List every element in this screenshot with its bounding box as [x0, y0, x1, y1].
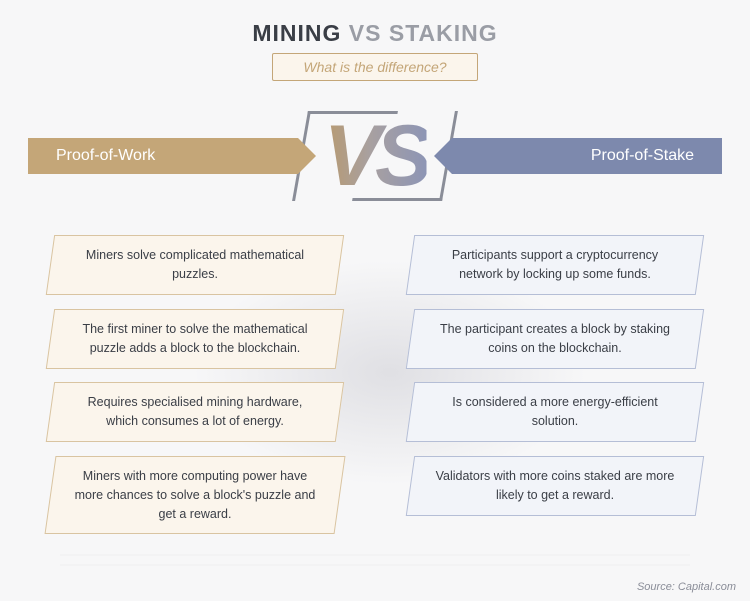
- comparison-card: The participant creates a block by staki…: [406, 309, 704, 369]
- card-text: Is considered a more energy-efficient so…: [431, 393, 679, 431]
- columns: Miners solve complicated mathematical pu…: [0, 235, 750, 571]
- vs-block: Proof-of-Work VS Proof-of-Stake: [0, 91, 750, 221]
- main-title: MINING VS STAKING: [0, 20, 750, 47]
- comparison-card: Miners with more computing power have mo…: [45, 456, 346, 534]
- pos-column: Participants support a cryptocurrency ne…: [410, 235, 700, 571]
- comparison-card: Validators with more coins staked are mo…: [406, 456, 704, 516]
- comparison-card: Miners solve complicated mathematical pu…: [46, 235, 344, 295]
- comparison-card: Requires specialised mining hardware, wh…: [46, 382, 344, 442]
- title-pre: MINING: [252, 20, 348, 46]
- source-label: Source: Capital.com: [637, 581, 736, 593]
- title-post: VS STAKING: [349, 20, 498, 46]
- comparison-card: Is considered a more energy-efficient so…: [406, 382, 704, 442]
- pos-banner: Proof-of-Stake: [452, 138, 722, 174]
- header: MINING VS STAKING What is the difference…: [0, 0, 750, 81]
- card-text: Requires specialised mining hardware, wh…: [71, 393, 319, 431]
- card-text: The participant creates a block by staki…: [431, 320, 679, 358]
- card-text: Miners solve complicated mathematical pu…: [71, 246, 319, 284]
- pow-column: Miners solve complicated mathematical pu…: [50, 235, 340, 571]
- subtitle: What is the difference?: [272, 53, 477, 81]
- card-text: Miners with more computing power have mo…: [71, 467, 319, 523]
- card-text: The first miner to solve the mathematica…: [71, 320, 319, 358]
- vs-text: VS: [324, 113, 427, 199]
- comparison-card: The first miner to solve the mathematica…: [46, 309, 344, 369]
- infographic-canvas: MINING VS STAKING What is the difference…: [0, 0, 750, 601]
- card-text: Participants support a cryptocurrency ne…: [431, 246, 679, 284]
- pow-banner: Proof-of-Work: [28, 138, 298, 174]
- card-text: Validators with more coins staked are mo…: [431, 467, 679, 505]
- comparison-card: Participants support a cryptocurrency ne…: [406, 235, 704, 295]
